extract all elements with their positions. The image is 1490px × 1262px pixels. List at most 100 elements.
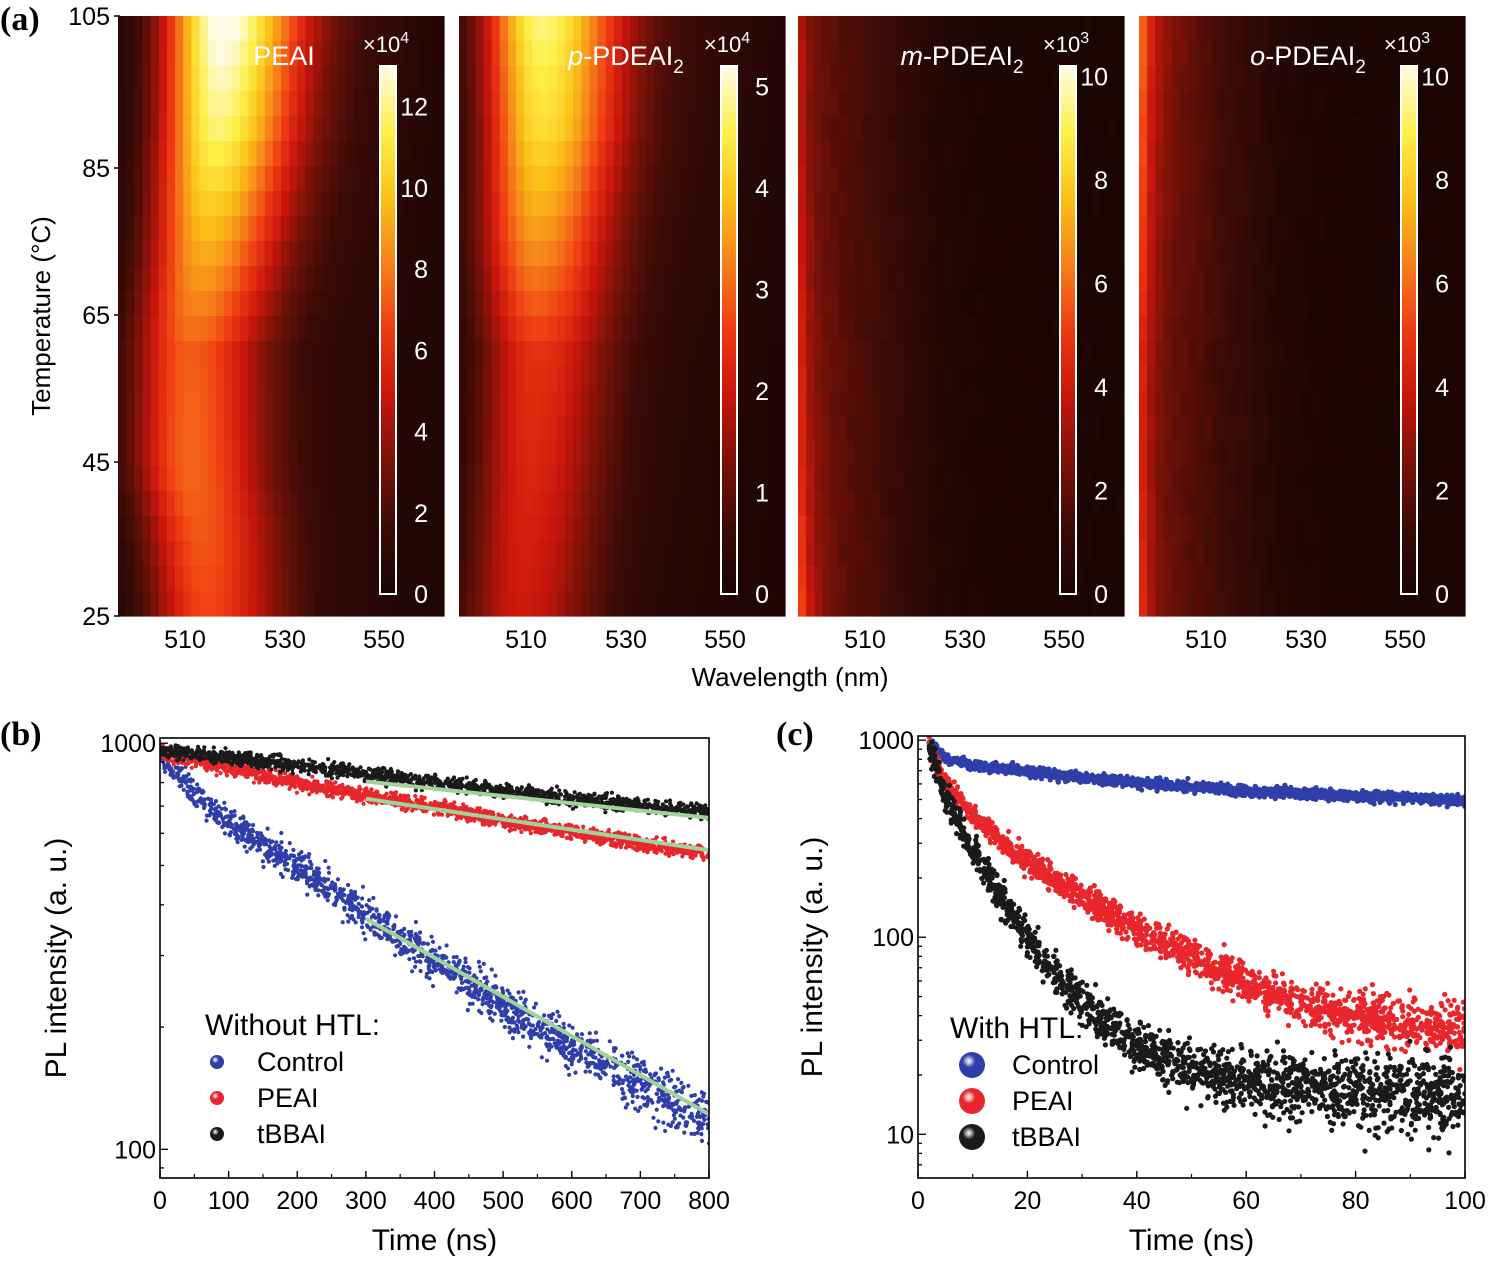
- heatmap-cell: [670, 566, 680, 592]
- heatmap-cell: [1261, 441, 1270, 467]
- heatmap-cell: [1342, 566, 1352, 592]
- heatmap-cell: [1342, 341, 1352, 367]
- heatmap-cell: [1383, 391, 1393, 417]
- heatmap-cell: [1115, 166, 1125, 192]
- heatmap-cell: [1261, 316, 1270, 342]
- heatmap-cell: [719, 16, 729, 42]
- heatmap-cell: [475, 366, 485, 392]
- heatmap-cell: [248, 566, 258, 592]
- heatmap-cell: [1228, 491, 1238, 517]
- heatmap-colorbar: [1059, 65, 1077, 595]
- heatmap-cell: [961, 16, 970, 42]
- colorbar-tick-label: 4: [1435, 374, 1449, 402]
- heatmap-cell: [499, 591, 509, 617]
- heatmap-cell: [435, 66, 445, 92]
- data-point: [228, 810, 233, 815]
- heatmap-cell: [483, 541, 493, 567]
- heatmap-cell: [507, 191, 517, 217]
- heatmap-cell: [1066, 16, 1076, 42]
- heatmap-cell: [281, 441, 290, 467]
- heatmap-cell: [920, 91, 929, 117]
- heatmap-cell: [1310, 166, 1319, 192]
- heatmap-cell: [215, 141, 225, 167]
- heatmap-cell: [928, 391, 938, 417]
- heatmap-cell: [961, 566, 970, 592]
- heatmap-cell: [1009, 566, 1019, 592]
- heatmap-cell: [814, 441, 824, 467]
- heatmap-cell: [1147, 366, 1156, 392]
- heatmap-cell: [1196, 391, 1205, 417]
- heatmap-cell: [1220, 366, 1230, 392]
- heatmap-cell: [630, 341, 639, 367]
- data-point: [292, 854, 297, 859]
- heatmap-cell: [1091, 416, 1101, 442]
- heatmap-cell: [952, 291, 962, 317]
- heatmap-cell: [1099, 366, 1109, 392]
- heatmap-cell: [297, 91, 307, 117]
- heatmap-cell: [183, 441, 192, 467]
- heatmap-cell: [687, 191, 696, 217]
- heatmap-cell: [977, 66, 987, 92]
- heatmap-cell: [1228, 166, 1238, 192]
- heatmap-cell: [305, 91, 315, 117]
- heatmap-cell: [613, 341, 623, 367]
- heatmap-cell: [305, 291, 315, 317]
- heatmap-cell: [548, 16, 558, 42]
- heatmap-cell: [499, 416, 509, 442]
- heatmap-cell: [1075, 316, 1084, 342]
- heatmap-cell: [638, 91, 648, 117]
- heatmap-cell: [944, 191, 954, 217]
- heatmap-cell: [687, 341, 696, 367]
- heatmap-cell: [1253, 466, 1262, 492]
- heatmap-cell: [395, 566, 404, 592]
- heatmap-cell: [150, 216, 160, 242]
- heatmap-cell: [903, 591, 913, 617]
- heatmap-cell: [687, 116, 696, 142]
- heatmap-cell: [1359, 591, 1368, 617]
- heatmap-cell: [183, 541, 192, 567]
- data-point: [221, 820, 226, 825]
- heatmap-cell: [1326, 241, 1336, 267]
- heatmap-cell: [1026, 16, 1035, 42]
- heatmap-cell: [879, 266, 889, 292]
- heatmap-cell: [158, 216, 168, 242]
- heatmap-cell: [589, 141, 599, 167]
- heatmap-cell: [395, 316, 404, 342]
- heatmap-cell: [613, 391, 623, 417]
- heatmap-cell: [362, 341, 372, 367]
- heatmap-cell: [491, 391, 501, 417]
- heatmap-cell: [613, 16, 623, 42]
- heatmap-cell: [1115, 491, 1125, 517]
- heatmap-cell: [313, 191, 323, 217]
- heatmap-cell: [419, 416, 429, 442]
- heatmap-cell: [223, 66, 233, 92]
- heatmap-cell: [1204, 541, 1213, 567]
- heatmap-cell: [630, 516, 639, 542]
- heatmap-cell: [985, 316, 995, 342]
- heatmap-cell: [305, 416, 315, 442]
- heatmap-cell: [1179, 516, 1189, 542]
- heatmap-cell: [1253, 91, 1262, 117]
- heatmap-cell: [338, 266, 347, 292]
- heatmap-cell: [1091, 591, 1101, 617]
- heatmap-cell: [142, 191, 152, 217]
- heatmap-cell: [952, 491, 962, 517]
- heatmap-cell: [1083, 341, 1092, 367]
- heatmap-cell: [1050, 541, 1060, 567]
- heatmap-cell: [1424, 116, 1433, 142]
- heatmap-cell: [507, 391, 517, 417]
- heatmap-cell: [605, 466, 615, 492]
- heatmap-cell: [1416, 66, 1425, 92]
- heatmap-cell: [1139, 266, 1148, 292]
- heatmap-cell: [297, 141, 307, 167]
- heatmap-cell: [395, 191, 404, 217]
- heatmap-cell: [822, 241, 832, 267]
- heatmap-cell: [158, 591, 168, 617]
- heatmap-cell: [232, 366, 241, 392]
- heatmap-cell: [435, 541, 445, 567]
- heatmap-cell: [199, 566, 209, 592]
- heatmap-cell: [1163, 266, 1173, 292]
- heatmap-cell: [499, 241, 509, 267]
- heatmap-cell: [846, 491, 856, 517]
- heatmap-cell: [1326, 391, 1336, 417]
